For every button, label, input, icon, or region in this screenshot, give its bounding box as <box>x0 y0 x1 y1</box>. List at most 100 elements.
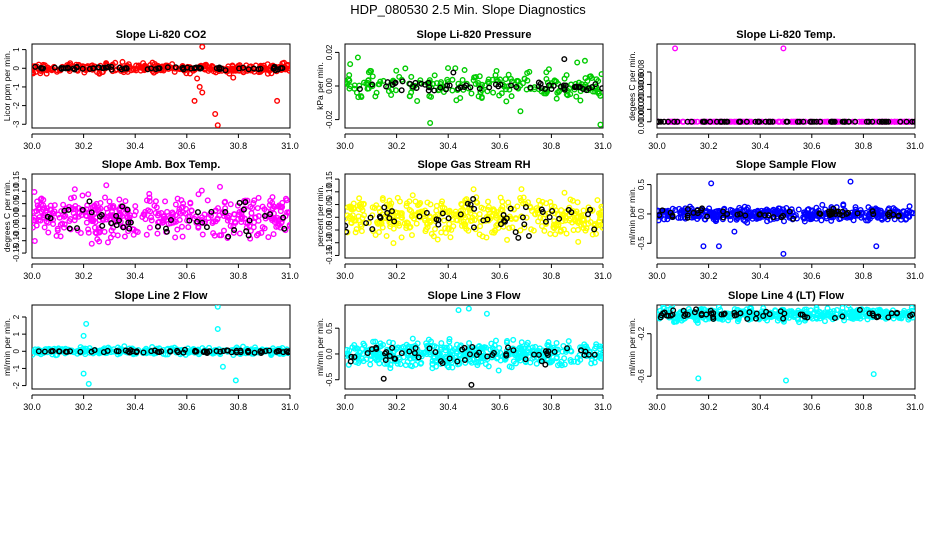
data-point <box>563 230 570 237</box>
data-point <box>443 354 450 361</box>
data-point <box>369 81 376 88</box>
outlier-point <box>574 59 581 66</box>
data-point <box>40 65 47 72</box>
y-tick-label: -2 <box>12 381 21 389</box>
data-point <box>32 70 37 77</box>
points <box>32 44 290 128</box>
data-point <box>267 211 274 218</box>
data-point <box>32 237 38 244</box>
data-point <box>391 218 398 225</box>
y-axis-label: percent per min. <box>315 185 325 246</box>
data-point <box>543 220 550 227</box>
data-point <box>809 208 816 215</box>
data-point <box>369 204 376 211</box>
data-point <box>699 205 706 212</box>
data-point <box>236 65 243 72</box>
data-point <box>377 340 384 347</box>
data-point <box>243 228 250 235</box>
outlier-point <box>597 121 603 128</box>
data-point <box>737 210 744 217</box>
data-point <box>790 310 797 317</box>
data-point <box>457 211 464 218</box>
x-tick-label: 31.0 <box>281 271 299 281</box>
data-point <box>345 222 349 229</box>
data-point <box>786 208 793 215</box>
data-point <box>817 118 824 125</box>
data-point <box>455 85 462 92</box>
chart-title: Slope Line 2 Flow <box>115 290 208 302</box>
data-point <box>693 306 700 313</box>
x-tick-label: 30.0 <box>23 271 41 281</box>
data-point <box>244 348 251 355</box>
data-point <box>102 194 109 201</box>
data-point <box>164 64 171 71</box>
data-point <box>426 93 433 100</box>
data-point <box>518 197 525 204</box>
outlier-point <box>427 119 434 126</box>
data-point <box>776 118 783 125</box>
data-point <box>99 65 106 72</box>
data-point <box>501 217 508 224</box>
data-point <box>769 118 776 125</box>
data-point <box>409 192 416 199</box>
data-point <box>852 204 859 211</box>
data-point <box>34 202 41 209</box>
data-point <box>35 205 42 212</box>
data-point <box>665 312 672 319</box>
data-point <box>598 355 603 362</box>
data-point <box>148 214 155 221</box>
data-point <box>365 85 372 92</box>
data-point <box>465 227 472 234</box>
x-tick-label: 30.8 <box>230 141 248 151</box>
data-point <box>457 94 464 101</box>
data-point <box>498 90 505 97</box>
data-point <box>781 310 788 317</box>
y-axis-label: ml/min per min. <box>627 187 637 245</box>
data-point <box>592 345 599 352</box>
data-point <box>45 229 52 236</box>
data-point <box>577 344 584 351</box>
y-axis-label: degrees C per min. <box>2 180 12 252</box>
outlier-point <box>581 57 588 64</box>
data-point <box>229 62 236 69</box>
data-point <box>574 226 581 233</box>
y-tick-label: 0.00 <box>12 208 21 224</box>
data-point <box>258 229 265 236</box>
data-point <box>281 225 288 232</box>
data-point <box>480 205 487 212</box>
data-point <box>592 81 599 88</box>
data-point <box>431 72 438 79</box>
data-point <box>505 71 512 78</box>
data-point <box>577 221 584 228</box>
data-point <box>596 350 603 357</box>
outlier-point <box>212 110 219 117</box>
data-point <box>450 211 457 218</box>
data-point <box>906 118 913 125</box>
data-point <box>718 118 725 125</box>
data-point <box>464 200 471 207</box>
data-point <box>194 218 201 225</box>
data-point <box>795 206 802 213</box>
data-point <box>140 349 147 356</box>
data-point <box>82 212 89 219</box>
data-point <box>220 348 227 355</box>
data-point <box>584 77 591 84</box>
data-point <box>542 348 549 355</box>
data-point <box>162 198 169 205</box>
data-point <box>538 206 545 213</box>
data-point <box>459 346 466 353</box>
data-point <box>106 198 113 205</box>
data-point <box>840 201 847 208</box>
data-point <box>71 186 78 193</box>
data-point <box>227 201 234 208</box>
y-tick-label: -2 <box>12 101 21 109</box>
data-point <box>90 217 97 224</box>
data-point <box>484 353 491 360</box>
data-point <box>521 221 528 228</box>
data-point <box>471 217 478 224</box>
data-point <box>163 228 170 235</box>
data-point <box>556 215 563 222</box>
data-point <box>449 87 456 94</box>
data-point <box>554 89 561 96</box>
data-point <box>532 343 539 350</box>
